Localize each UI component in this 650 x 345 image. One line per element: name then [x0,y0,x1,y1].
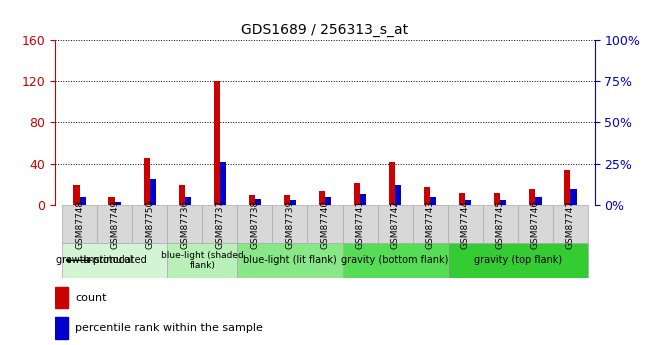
Bar [307,205,343,243]
Bar [389,162,395,205]
Text: unstimulated: unstimulated [83,255,147,265]
Bar [483,205,517,243]
Bar [325,197,332,205]
Text: gravity (top flank): gravity (top flank) [474,255,562,265]
Text: GSM87744: GSM87744 [461,200,470,249]
Bar [448,205,483,243]
Bar [290,200,296,205]
Text: GSM87743: GSM87743 [426,199,435,249]
Text: percentile rank within the sample: percentile rank within the sample [75,323,263,333]
Bar [202,205,237,243]
Bar [98,205,133,243]
Bar [167,205,202,243]
Bar [448,243,588,278]
Bar [179,185,185,205]
Bar [500,200,506,205]
Bar [494,193,500,205]
Bar [55,317,68,338]
Text: GSM87750: GSM87750 [146,199,154,249]
Bar [185,197,191,205]
Bar [424,187,430,205]
Text: blue-light (lit flank): blue-light (lit flank) [243,255,337,265]
Text: GSM87738: GSM87738 [250,199,259,249]
Bar [249,195,255,205]
Title: GDS1689 / 256313_s_at: GDS1689 / 256313_s_at [241,23,409,37]
Text: GSM87742: GSM87742 [391,200,400,249]
Bar [150,179,156,205]
Bar [272,205,307,243]
Bar [378,205,413,243]
Bar [62,243,167,278]
Bar [318,191,325,205]
Bar [395,185,401,205]
Bar [167,243,237,278]
Bar [465,200,471,205]
Bar [430,197,436,205]
Text: GSM87745: GSM87745 [496,199,504,249]
Text: GSM87736: GSM87736 [180,199,189,249]
Bar [570,189,577,205]
Bar [529,189,535,205]
Text: blue-light (shaded
flank): blue-light (shaded flank) [161,250,244,270]
Bar [109,197,115,205]
Bar [62,205,98,243]
Bar [237,205,272,243]
Bar [459,193,465,205]
Text: growth protocol: growth protocol [56,255,133,265]
Text: GSM87739: GSM87739 [285,199,294,249]
Bar [133,205,167,243]
Bar [343,243,448,278]
Bar [283,195,290,205]
Text: GSM87737: GSM87737 [215,199,224,249]
Text: GSM87746: GSM87746 [530,199,540,249]
Bar [237,243,343,278]
Bar [214,81,220,205]
Bar [255,199,261,205]
Text: count: count [75,293,107,303]
Bar [220,162,226,205]
Bar [144,158,150,205]
Bar [80,197,86,205]
Bar [360,194,367,205]
Text: GSM87749: GSM87749 [111,199,120,249]
Bar [343,205,378,243]
Text: GSM87748: GSM87748 [75,199,84,249]
Text: GSM87741: GSM87741 [356,199,365,249]
Bar [413,205,448,243]
Bar [73,185,80,205]
Text: GSM87747: GSM87747 [566,199,575,249]
Text: GSM87740: GSM87740 [320,199,330,249]
Bar [552,205,588,243]
Bar [55,287,68,308]
Text: gravity (bottom flank): gravity (bottom flank) [341,255,448,265]
Bar [535,197,541,205]
Bar [354,183,360,205]
Bar [517,205,552,243]
Bar [564,170,570,205]
Bar [115,202,121,205]
